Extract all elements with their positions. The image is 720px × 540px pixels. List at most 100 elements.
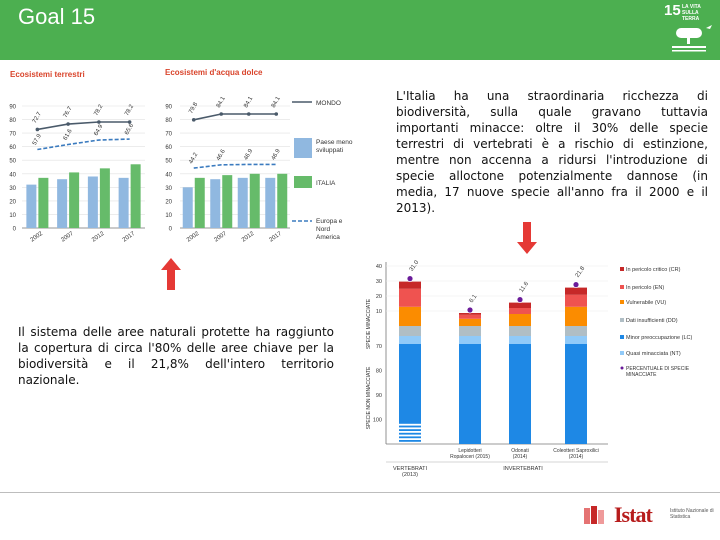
point-mondo <box>274 112 279 116</box>
footer-divider <box>0 492 720 493</box>
bar-paesi <box>265 177 276 228</box>
legend-percent-swatch <box>620 366 624 370</box>
label-mondo: 79.8 <box>188 101 199 115</box>
y-tick-label: 0 <box>13 227 17 233</box>
bar-lc <box>399 344 421 422</box>
bar-paesi <box>87 176 98 228</box>
line-mondo <box>193 113 277 121</box>
y-tick-label: 40 <box>376 264 382 270</box>
bar-en <box>459 314 481 319</box>
bar-nt <box>509 336 531 344</box>
bar-vu <box>565 306 587 326</box>
legend-europa: Europa e <box>316 218 343 225</box>
title-acquadolce: Ecosistemi d'acqua dolce <box>165 68 263 77</box>
label-europa: 44.2 <box>188 151 199 165</box>
istat-logo: Istat Istituto Nazionale di Statistica <box>582 500 718 530</box>
y-tick-label: 50 <box>165 159 172 165</box>
bar-lc-stripe <box>399 440 421 442</box>
y-tick-label: 50 <box>9 159 16 165</box>
line-europa <box>193 163 277 169</box>
label-mondo: 78.2 <box>124 103 135 117</box>
bar-italia <box>38 177 49 228</box>
bar-paesi <box>26 184 37 228</box>
point-percent <box>466 306 474 314</box>
legend-swatch <box>620 318 624 322</box>
legend-percent: PERCENTUALE DI SPECIE <box>626 366 690 372</box>
bar-italia <box>222 175 233 228</box>
x-tick-label: (2014) <box>569 454 584 460</box>
x-tick-label: 2012 <box>241 231 256 244</box>
goal-number: 15 <box>664 2 681 19</box>
bar-dd <box>509 326 531 336</box>
percent-label: 21.8 <box>575 265 587 279</box>
bar-italia <box>99 168 110 228</box>
goal-text: LA VITA SULLA TERRA <box>682 4 701 22</box>
x-tick-label: 2012 <box>91 231 106 244</box>
bar-lc-stripe <box>399 432 421 435</box>
legend-percent-2: MINACCIATE <box>626 372 657 378</box>
label-mondo: 84.1 <box>216 95 227 109</box>
label-mondo: 84.1 <box>271 95 282 109</box>
y-tick-label: 0 <box>169 227 173 233</box>
y-label-top: SPECIE MINACCIATE <box>366 298 372 349</box>
y-tick-label: 10 <box>9 213 16 219</box>
y-tick-label: 20 <box>165 199 172 205</box>
istat-mark-icon <box>584 506 604 524</box>
x-tick-label: Coleotteri Saproxilici <box>553 448 599 454</box>
tree-icon <box>672 25 712 52</box>
group-label-vertebrati-year: (2013) <box>402 472 418 478</box>
point-mondo <box>219 112 224 116</box>
bar-cr <box>399 281 421 289</box>
x-tick-label: 2002 <box>186 231 201 244</box>
legend-paesi: Paese meno <box>316 139 353 146</box>
label-mondo: 84.1 <box>243 95 254 109</box>
y-tick-label: 100 <box>373 418 382 424</box>
legend-europa-3: America <box>316 234 340 241</box>
bar-lc <box>565 344 587 444</box>
legend-label: Quasi minacciata (NT) <box>626 351 681 357</box>
legend-label: Minor preoccupazione (LC) <box>626 335 693 341</box>
bar-dd <box>565 326 587 336</box>
page-title: Goal 15 <box>18 4 96 29</box>
bar-lc-stripe <box>399 422 421 424</box>
legend-label: In pericolo critico (CR) <box>626 267 681 273</box>
bar-nt <box>399 336 421 344</box>
bar-vu <box>459 318 481 326</box>
bar-italia <box>130 164 141 228</box>
percent-label: 6.1 <box>469 293 479 304</box>
line-europa <box>37 138 130 151</box>
bar-vu <box>509 314 531 326</box>
bar-lc-stripe <box>399 429 421 431</box>
legend-paesi-swatch <box>294 138 312 158</box>
point-mondo <box>35 127 40 132</box>
y-tick-label: 10 <box>376 309 382 315</box>
bar-italia <box>249 173 260 228</box>
label-europa: 57.9 <box>32 133 43 147</box>
bar-nt <box>565 336 587 344</box>
bar-en <box>509 308 531 314</box>
label-mondo: 72.7 <box>32 111 43 125</box>
species-chart: 40 30 20 10 70 80 90 100 SPECIE MINACCIATE SPECIE… <box>366 259 693 478</box>
x-tick-label: 2007 <box>60 231 75 244</box>
bar-paesi <box>210 179 221 228</box>
y-tick-label: 10 <box>165 213 172 219</box>
percent-label: 31.0 <box>409 259 421 273</box>
bar-italia <box>69 172 80 228</box>
point-percent <box>516 296 524 303</box>
point-mondo <box>246 112 251 116</box>
y-tick-label: 70 <box>376 344 382 350</box>
point-mondo <box>66 122 70 126</box>
bar-lc-stripe <box>399 436 421 439</box>
y-tick-label: 30 <box>165 186 172 192</box>
bar-paesi <box>182 187 193 228</box>
legend-paesi-2: sviluppati <box>316 147 343 154</box>
point-mondo <box>191 118 196 122</box>
group-label-vertebrati: VERTEBRATI <box>393 466 427 472</box>
bar-lc <box>459 344 481 444</box>
point-percent <box>406 275 414 283</box>
x-tick-label: 2017 <box>268 231 283 244</box>
bar-lc <box>509 344 531 444</box>
y-tick-label: 90 <box>165 105 172 111</box>
x-tick-label: 2007 <box>213 231 228 244</box>
istat-subtitle: Istituto Nazionale di Statistica <box>670 508 714 520</box>
